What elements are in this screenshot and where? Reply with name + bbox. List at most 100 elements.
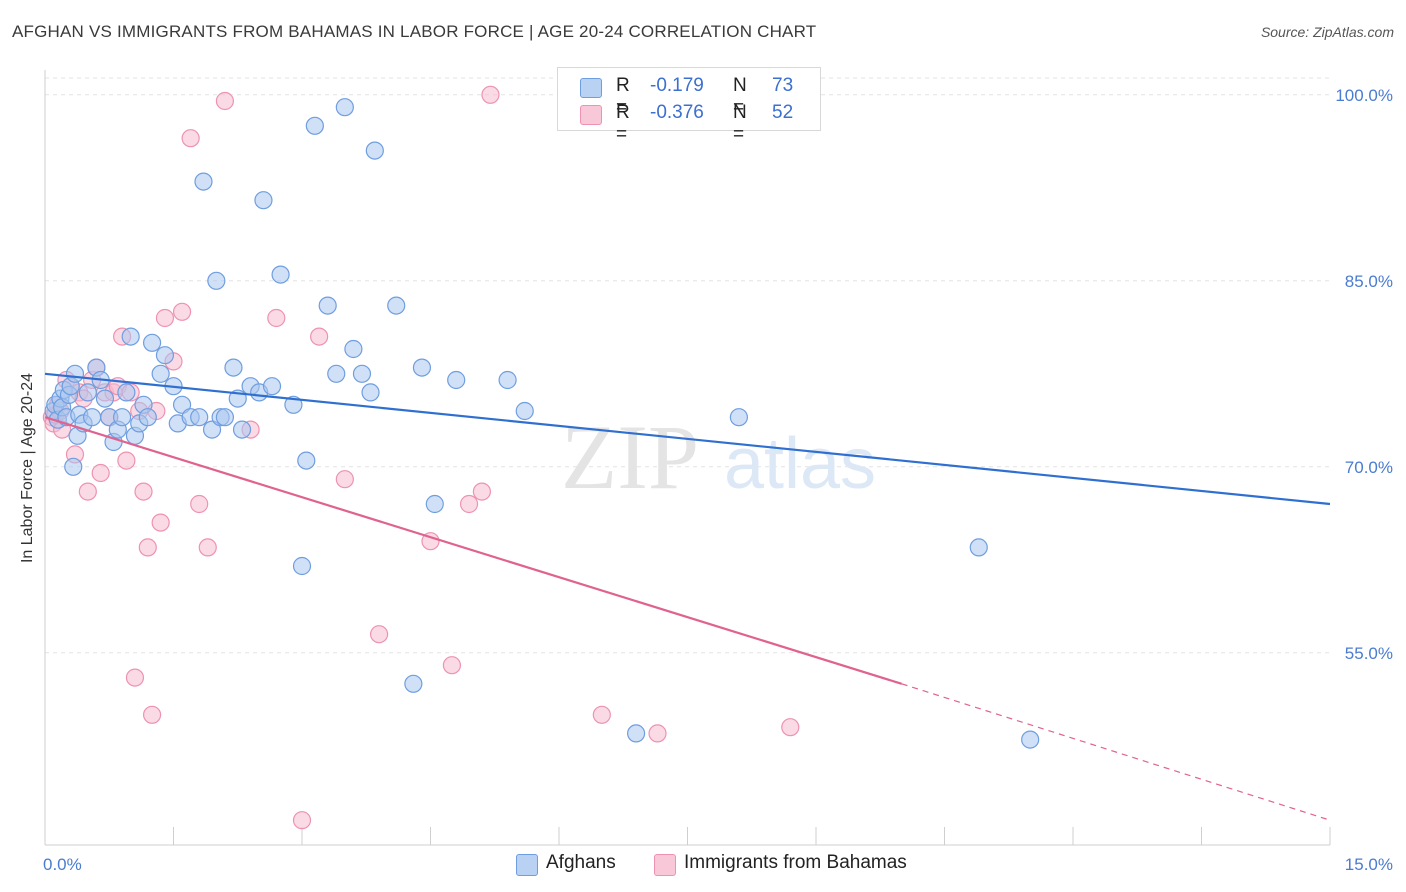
afghans-point [729,408,749,427]
bahamas-point [142,705,162,724]
legend-r-value: -0.376 [650,102,704,123]
afghans-point [142,333,162,352]
source-note: Source: ZipAtlas.com [1260,24,1394,40]
bahamas-point [481,85,500,104]
afghans-point [64,457,83,476]
afghans-point [232,420,252,439]
y-tick-label: 85.0% [1345,272,1393,291]
afghans-point [404,674,423,693]
afghans-point [254,191,273,210]
afghans-point [626,724,646,743]
afghans-point [969,538,988,557]
bahamas-point [198,538,217,557]
afghans-point [318,296,337,315]
afghans-point [207,271,226,290]
afghans-point [284,395,303,414]
legend-swatch-bahamas [580,105,602,125]
afghans-point [1021,730,1040,749]
watermark: ZIP atlas [561,406,876,508]
afghans-point [151,364,170,383]
trend-lines [44,372,1331,821]
afghans-point [117,383,136,402]
bottom-legend-swatch-afghans [516,854,538,876]
bottom-legend-label-bahamas: Immigrants from Bahamas [684,852,907,873]
watermark-zip: ZIP [561,406,699,508]
afghans-point [365,141,384,160]
trend-line-bahamas-extrapolated [901,683,1331,821]
afghans-point [190,408,209,427]
bahamas-point [781,718,800,737]
afghans-point [344,339,363,359]
bahamas-point [370,625,389,644]
afghans-point [412,358,432,377]
bahamas-point [292,811,312,830]
y-tick-label: 100.0% [1335,86,1393,105]
bahamas-point [172,302,192,321]
bahamas-point [125,668,145,687]
bahamas-point [215,91,234,111]
trend-line-bahamas [44,416,902,685]
afghans-point [425,494,444,514]
bahamas-point [472,482,491,501]
afghans-point [224,358,243,377]
afghans-point [292,556,312,576]
bahamas-point [267,308,286,328]
afghans-point [305,116,324,135]
afghans-point [352,364,372,383]
afghans-point [194,172,213,191]
axes [44,70,1331,846]
legend-n-label: N = [733,75,747,118]
afghans-point [215,408,234,427]
bahamas-point [592,705,611,724]
afghans-point [297,451,316,470]
afghans-point [361,383,380,402]
legend-n-value: 52 [772,102,794,123]
series-afghans-points [44,79,1040,749]
afghans-point [387,296,406,315]
afghans-point [262,377,282,396]
y-tick-label: 70.0% [1345,458,1393,477]
x-tick-label: 0.0% [43,855,82,874]
bahamas-point [335,470,354,489]
legend-r-value: -0.179 [650,75,704,96]
afghans-point [83,408,102,427]
afghans-point [515,401,534,421]
correlation-legend: R = -0.179 N = 73 R = -0.376 N = 52 [557,67,821,145]
bottom-legend-swatch-bahamas [654,854,676,876]
bottom-legend-label-afghans: Afghans [546,852,616,873]
afghans-point [335,98,354,117]
bahamas-point [181,129,200,148]
afghans-point [112,408,132,427]
afghans-point [95,389,115,408]
legend-swatch-afghans [580,78,602,98]
legend-n-value: 73 [772,75,794,96]
bahamas-point [155,308,175,328]
afghans-point [327,364,346,383]
afghans-point [271,265,290,284]
afghans-point [121,327,140,346]
afghans-point [172,395,192,414]
afghans-point [78,383,97,402]
series-bahamas-points [42,85,800,830]
bahamas-point [310,327,329,346]
afghans-point [447,370,466,390]
tick-labels: 55.0% 70.0% 85.0% 100.0% 0.0% 15.0% [43,86,1393,874]
bahamas-point [117,451,136,470]
bahamas-point [442,656,462,675]
bahamas-point [78,482,97,501]
bahamas-point [459,494,479,514]
chart-title: AFGHAN VS IMMIGRANTS FROM BAHAMAS IN LAB… [12,22,817,41]
afghans-point [155,346,175,365]
legend-n-label: N = [733,102,747,145]
bahamas-point [190,494,209,514]
bahamas-point [134,482,153,501]
y-tick-label: 55.0% [1345,644,1393,663]
afghans-point [65,364,85,383]
bahamas-point [151,513,170,532]
trend-line-afghans [44,372,1331,506]
bahamas-point [648,724,667,743]
afghans-point [498,370,517,390]
bahamas-point [138,538,157,557]
watermark-atlas: atlas [724,424,876,504]
